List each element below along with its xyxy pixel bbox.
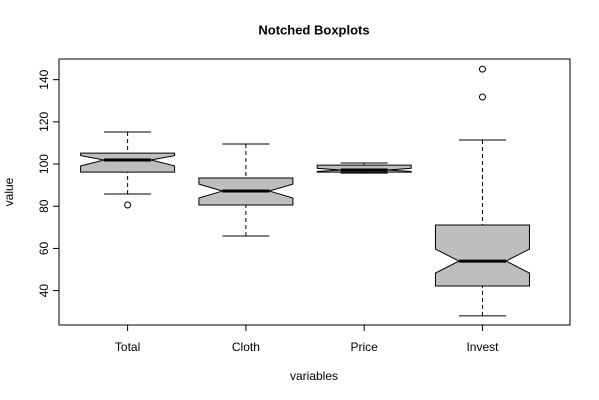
y-tick-label: 40 xyxy=(37,284,51,298)
y-tick-label: 60 xyxy=(37,241,51,255)
outlier xyxy=(478,65,486,73)
chart-title: Notched Boxplots xyxy=(258,22,369,37)
outlier xyxy=(124,201,132,209)
x-tick-label: Invest xyxy=(466,340,499,354)
outlier xyxy=(478,93,486,101)
x-tick-label: Cloth xyxy=(232,340,260,354)
y-tick-label: 120 xyxy=(37,112,51,132)
y-axis-label: value xyxy=(2,177,16,206)
y-tick-label: 140 xyxy=(37,69,51,89)
x-tick-label: Total xyxy=(115,340,140,354)
plot-frame xyxy=(58,58,571,326)
box xyxy=(80,152,176,173)
x-tick-label: Price xyxy=(351,340,379,354)
y-tick-label: 100 xyxy=(37,154,51,174)
x-axis-label: variables xyxy=(290,369,338,383)
y-tick-label: 80 xyxy=(37,199,51,213)
box xyxy=(434,224,530,287)
